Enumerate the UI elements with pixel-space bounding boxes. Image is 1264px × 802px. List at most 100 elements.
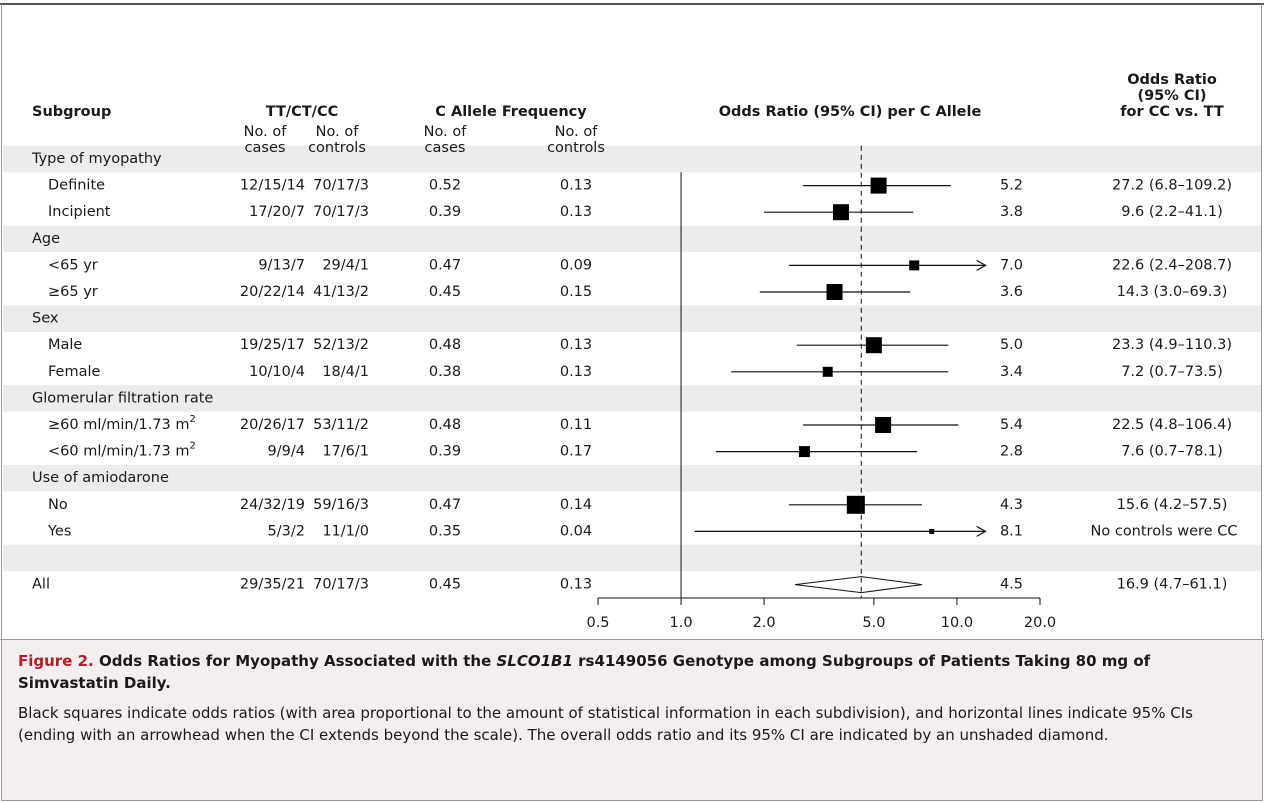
odds-ratio-cc: 22.6 (2.4–208.7): [1112, 257, 1232, 273]
odds-ratio: 5.4: [1000, 417, 1023, 433]
subgroup-label: No: [48, 497, 68, 513]
ci-arrowhead: [976, 525, 987, 537]
subgroup-text: Incipient: [48, 204, 111, 220]
odds-ratio-square: [870, 177, 887, 194]
allele-frequency: 0.45: [429, 284, 461, 300]
allele-frequency: 0.47: [429, 497, 461, 513]
odds-ratio: 2.8: [1000, 444, 1023, 460]
x-tick-label: 0.5: [586, 615, 609, 631]
allele-frequency: 0.13: [560, 577, 592, 593]
allele-frequency: 0.15: [560, 284, 592, 300]
group-label: Glomerular filtration rate: [32, 390, 213, 406]
genotype-count: 53/11/2: [313, 417, 369, 433]
allele-frequency: 0.45: [429, 577, 461, 593]
odds-ratio-cc: 7.2 (0.7–73.5): [1121, 364, 1223, 380]
allele-frequency: 0.11: [560, 417, 592, 433]
header-subgroup: Subgroup: [32, 104, 111, 120]
subgroup-text: Female: [48, 364, 101, 380]
genotype-count: 12/15/14: [240, 178, 305, 194]
allele-frequency: 0.38: [429, 364, 461, 380]
subheader: No. of: [244, 124, 288, 140]
subgroup-text: ≥65 yr: [48, 284, 98, 300]
genotype-count: 52/13/2: [313, 337, 369, 353]
odds-ratio: 5.2: [1000, 178, 1023, 194]
odds-ratio-square: [929, 528, 935, 534]
genotype-count: 5/3/2: [268, 523, 305, 539]
genotype-count: 59/16/3: [313, 497, 369, 513]
subgroup-text: Definite: [48, 178, 105, 194]
group-shade: [3, 225, 1261, 253]
x-tick-label: 5.0: [862, 615, 885, 631]
allele-frequency: 0.52: [429, 178, 461, 194]
genotype-count: 20/22/14: [240, 284, 305, 300]
allele-frequency: 0.39: [429, 204, 461, 220]
subgroup-label: ≥65 yr: [48, 284, 98, 300]
subgroup-label: All: [32, 577, 50, 593]
subgroup-text: <60 ml/min/1.73 m: [48, 444, 190, 460]
odds-ratio: 8.1: [1000, 523, 1023, 539]
subheader: controls: [308, 140, 366, 156]
spacer-shade: [3, 544, 1261, 572]
group-shade: [3, 464, 1261, 492]
allele-frequency: 0.13: [560, 178, 592, 194]
odds-ratio-square: [846, 495, 865, 514]
subgroup-label: ≥60 ml/min/1.73 m2: [48, 414, 196, 433]
header-genotype: TT/CT/CC: [266, 104, 339, 120]
genotype-count: 19/25/17: [240, 337, 305, 353]
subgroup-text: No: [48, 497, 68, 513]
header-or-cc: (95% CI): [1137, 88, 1206, 104]
subgroup-text: ≥60 ml/min/1.73 m: [48, 417, 190, 433]
figure-label: Figure 2.: [18, 652, 94, 670]
header-forest: Odds Ratio (95% CI) per C Allele: [719, 104, 982, 120]
header-or-cc: for CC vs. TT: [1120, 104, 1224, 120]
odds-ratio-cc: 27.2 (6.8–109.2): [1112, 178, 1232, 194]
subheader: cases: [245, 140, 286, 156]
odds-ratio-square: [865, 337, 882, 354]
odds-ratio: 3.4: [1000, 364, 1023, 380]
odds-ratio-square: [826, 284, 843, 300]
odds-ratio: 7.0: [1000, 257, 1023, 273]
header-or-cc: Odds Ratio: [1127, 72, 1217, 88]
caption: Figure 2. Odds Ratios for Myopathy Assoc…: [1, 640, 1263, 801]
caption-text: Black squares indicate odds ratios (with…: [18, 704, 1193, 744]
subgroup-text: <65 yr: [48, 257, 98, 273]
allele-frequency: 0.48: [429, 337, 461, 353]
genotype-count: 29/4/1: [322, 257, 369, 273]
genotype-count: 9/9/4: [268, 444, 305, 460]
subgroup-label: Definite: [48, 178, 105, 194]
subgroup-label: Male: [48, 337, 82, 353]
subheader: No. of: [424, 124, 468, 140]
allele-frequency: 0.35: [429, 523, 461, 539]
gene-name: SLCO1B1: [496, 652, 573, 670]
allele-frequency: 0.48: [429, 417, 461, 433]
allele-frequency: 0.47: [429, 257, 461, 273]
group-label: Age: [32, 231, 60, 247]
genotype-count: 41/13/2: [313, 284, 369, 300]
genotype-count: 10/10/4: [249, 364, 305, 380]
odds-ratio-cc: 14.3 (3.0–69.3): [1117, 284, 1228, 300]
subgroup-label: Female: [48, 364, 101, 380]
allele-frequency: 0.09: [560, 257, 592, 273]
odds-ratio-cc: 9.6 (2.2–41.1): [1121, 204, 1223, 220]
odds-ratio-cc: No controls were CC: [1091, 523, 1238, 539]
genotype-count: 18/4/1: [322, 364, 369, 380]
allele-frequency: 0.04: [560, 523, 592, 539]
summary-diamond: [795, 576, 923, 594]
x-tick-label: 1.0: [670, 615, 693, 631]
allele-frequency: 0.14: [560, 497, 592, 513]
subgroup-label: <60 ml/min/1.73 m2: [48, 441, 196, 460]
genotype-count: 17/20/7: [249, 204, 305, 220]
allele-frequency: 0.13: [560, 364, 592, 380]
odds-ratio-square: [822, 366, 833, 377]
group-shade: [3, 385, 1261, 412]
odds-ratio-cc: 23.3 (4.9–110.3): [1112, 337, 1232, 353]
allele-frequency: 0.17: [560, 444, 592, 460]
x-tick-label: 10.0: [941, 615, 973, 631]
x-tick-label: 20.0: [1024, 615, 1056, 631]
row-shading: [3, 145, 1261, 572]
x-tick-label: 2.0: [753, 615, 776, 631]
genotype-count: 70/17/3: [313, 178, 369, 194]
genotype-count: 70/17/3: [313, 204, 369, 220]
group-shade: [3, 305, 1261, 332]
